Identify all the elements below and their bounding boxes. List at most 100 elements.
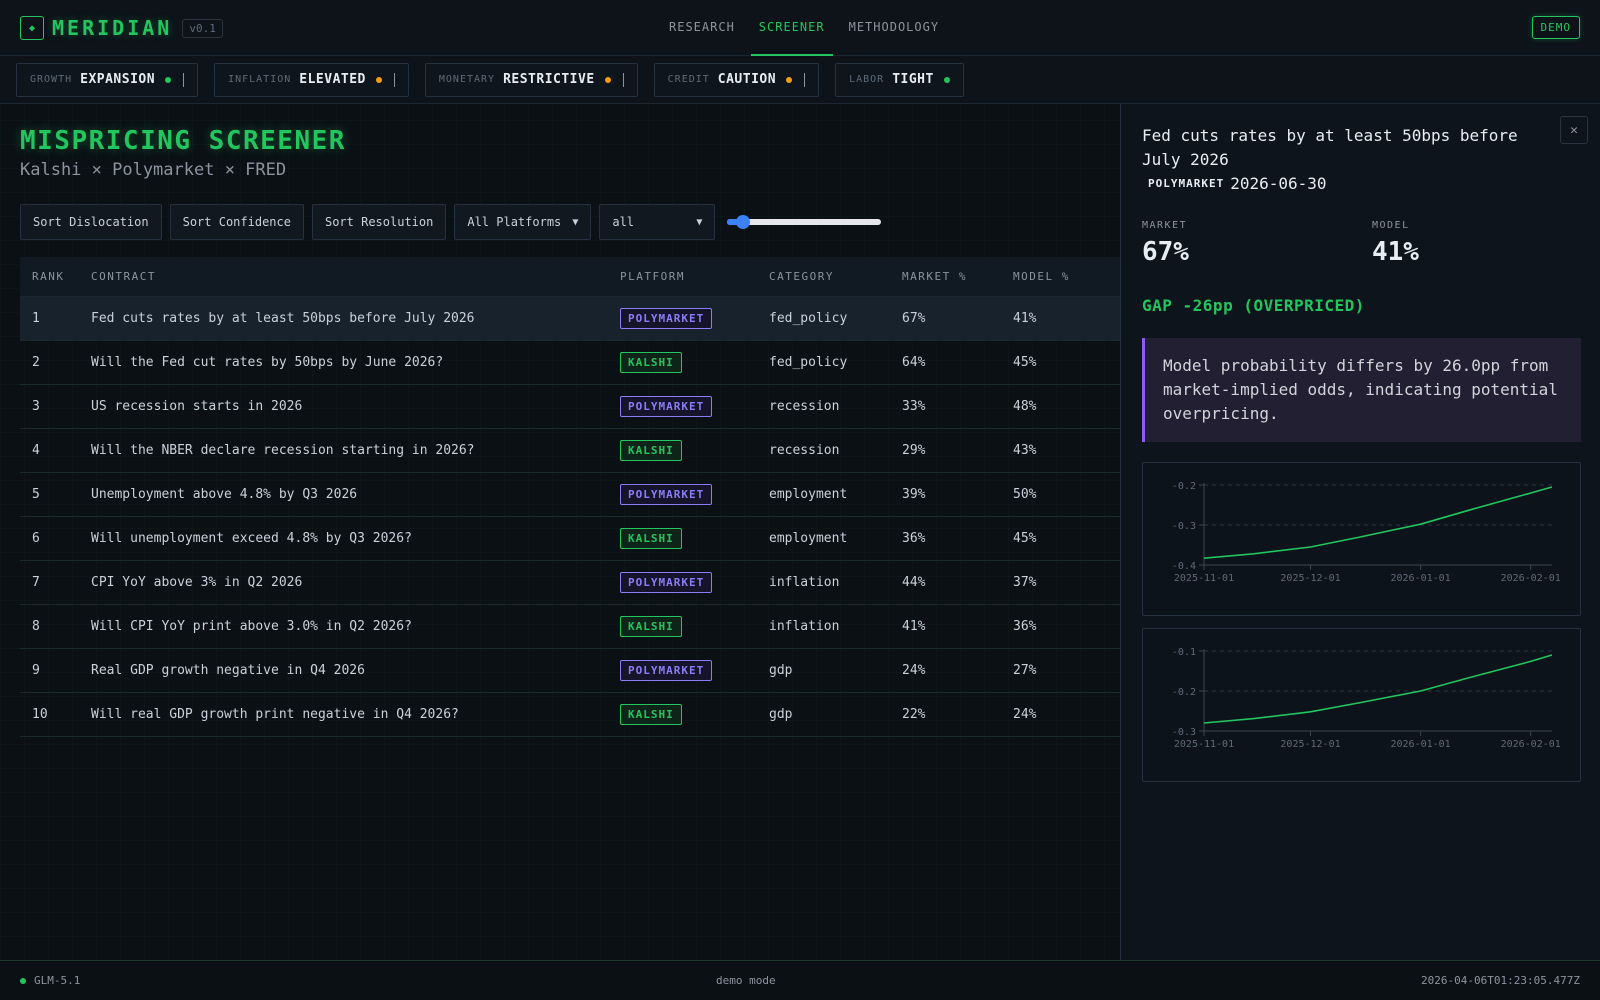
market-label: MARKET bbox=[1142, 220, 1188, 231]
regime-status-dot bbox=[165, 76, 172, 83]
platform-cell: POLYMARKET bbox=[620, 308, 769, 329]
column-header-market[interactable]: MARKET % bbox=[902, 270, 967, 283]
table-row[interactable]: 6 Will unemployment exceed 4.8% by Q3 202… bbox=[20, 517, 1120, 561]
contract-cell: Real GDP growth negative in Q4 2026 bbox=[91, 663, 365, 678]
regime-key: CREDIT bbox=[667, 74, 710, 85]
detail-platform: POLYMARKET bbox=[1148, 177, 1225, 190]
regime-growth[interactable]: GROWTH EXPANSION bbox=[16, 62, 199, 97]
regime-key: LABOR bbox=[849, 74, 885, 85]
y-tick-label: -0.3 bbox=[1172, 727, 1196, 738]
platform-badge: KALSHI bbox=[620, 704, 682, 725]
status-model: GLM-5.1 bbox=[20, 974, 80, 987]
regime-status-dot bbox=[786, 76, 793, 83]
column-header-contract[interactable]: CONTRACT bbox=[91, 270, 156, 283]
model-cell: 43% bbox=[1013, 443, 1037, 458]
tab-methodology[interactable]: METHODOLOGY bbox=[848, 20, 940, 34]
regime-status-dot bbox=[604, 76, 611, 83]
controls: Sort Dislocation Sort Confidence Sort Re… bbox=[20, 204, 882, 240]
x-tick-label: 2025-11-01 bbox=[1174, 573, 1234, 584]
column-header-model[interactable]: MODEL % bbox=[1013, 270, 1070, 283]
x-tick-label: 2026-01-01 bbox=[1391, 739, 1451, 750]
table-row[interactable]: 2 Will the Fed cut rates by 50bps by June… bbox=[20, 341, 1120, 385]
market-cell: 64% bbox=[902, 355, 926, 370]
contract-cell: Will the Fed cut rates by 50bps by June … bbox=[91, 355, 444, 370]
regime-credit[interactable]: CREDIT CAUTION bbox=[653, 62, 820, 97]
regime-key: GROWTH bbox=[30, 74, 73, 85]
category-cell: employment bbox=[769, 531, 848, 546]
platform-badge: POLYMARKET bbox=[620, 484, 713, 505]
close-icon[interactable]: ✕ bbox=[1560, 116, 1588, 144]
model-label: MODEL bbox=[1372, 220, 1410, 231]
column-header-rank[interactable]: RANK bbox=[32, 270, 65, 283]
slider-thumb[interactable] bbox=[735, 215, 750, 229]
regime-inflation[interactable]: INFLATION ELEVATED bbox=[214, 62, 409, 97]
rank-cell: 10 bbox=[32, 707, 48, 722]
contract-cell: CPI YoY above 3% in Q2 2026 bbox=[91, 575, 303, 590]
brand[interactable]: ◆ MERIDIAN v0.1 bbox=[20, 16, 223, 40]
table-row[interactable]: 1 Fed cuts rates by at least 50bps before… bbox=[20, 297, 1120, 341]
regime-key: MONETARY bbox=[438, 74, 496, 85]
market-value: 67% bbox=[1142, 237, 1189, 267]
regime-key: INFLATION bbox=[228, 74, 292, 85]
table-row[interactable]: 10 Will real GDP growth print negative in… bbox=[20, 693, 1120, 737]
series-line bbox=[1203, 654, 1553, 724]
column-header-platform[interactable]: PLATFORM bbox=[620, 270, 685, 283]
demo-badge[interactable]: DEMO bbox=[1531, 16, 1580, 39]
tab-research[interactable]: RESEARCH bbox=[669, 20, 735, 34]
x-tick-label: 2026-02-01 bbox=[1501, 739, 1561, 750]
y-tick-label: -0.2 bbox=[1172, 687, 1196, 698]
model-name: GLM-5.1 bbox=[34, 974, 81, 987]
regime-value: CAUTION bbox=[717, 72, 777, 87]
sort-confidence-button[interactable]: Sort Confidence bbox=[169, 204, 304, 240]
y-tick-label: -0.3 bbox=[1172, 521, 1196, 532]
rank-cell: 9 bbox=[32, 663, 40, 678]
detail-panel: ✕ Fed cuts rates by at least 50bps befor… bbox=[1120, 104, 1600, 960]
category-cell: fed_policy bbox=[769, 355, 848, 370]
model-cell: 45% bbox=[1013, 531, 1037, 546]
regime-divider bbox=[393, 72, 395, 87]
market-stat: MARKET 67% bbox=[1142, 220, 1189, 267]
screener-table: RANK CONTRACT PLATFORM CATEGORY MARKET %… bbox=[20, 257, 1120, 737]
category-select[interactable]: all ▼ bbox=[599, 204, 716, 240]
column-header-category[interactable]: CATEGORY bbox=[769, 270, 834, 283]
contract-cell: Will the NBER declare recession starting… bbox=[91, 443, 475, 458]
regime-value: EXPANSION bbox=[80, 72, 156, 87]
gap-readout: GAP -26pp (OVERPRICED) bbox=[1142, 296, 1365, 315]
table-row[interactable]: 8 Will CPI YoY print above 3.0% in Q2 202… bbox=[20, 605, 1120, 649]
regime-labor[interactable]: LABOR TIGHT bbox=[835, 62, 964, 97]
table-row[interactable]: 5 Unemployment above 4.8% by Q3 2026 POLYM… bbox=[20, 473, 1120, 517]
platform-cell: KALSHI bbox=[620, 528, 769, 549]
sort-resolution-button[interactable]: Sort Resolution bbox=[311, 204, 447, 240]
table-row[interactable]: 9 Real GDP growth negative in Q4 2026 POLY… bbox=[20, 649, 1120, 693]
regime-monetary[interactable]: MONETARY RESTRICTIVE bbox=[424, 62, 638, 97]
tab-screener[interactable]: SCREENER bbox=[750, 0, 833, 56]
market-cell: 44% bbox=[902, 575, 926, 590]
table-row[interactable]: 3 US recession starts in 2026 POLYMARKET re… bbox=[20, 385, 1120, 429]
platform-select[interactable]: All Platforms ▼ bbox=[454, 204, 592, 240]
sort-dislocation-button[interactable]: Sort Dislocation bbox=[20, 204, 162, 240]
model-cell: 27% bbox=[1013, 663, 1037, 678]
regime-value: RESTRICTIVE bbox=[503, 72, 595, 87]
x-tick-label: 2026-01-01 bbox=[1391, 573, 1451, 584]
nav-tabs: RESEARCH SCREENER METHODOLOGY bbox=[661, 0, 955, 56]
table-row[interactable]: 7 CPI YoY above 3% in Q2 2026 POLYMARKET in… bbox=[20, 561, 1120, 605]
platform-badge: KALSHI bbox=[620, 440, 682, 461]
page-title: MISPRICING SCREENER bbox=[20, 126, 346, 156]
regime-status-dot bbox=[943, 76, 950, 83]
chevron-down-icon: ▼ bbox=[572, 216, 579, 228]
platform-cell: POLYMARKET bbox=[620, 660, 769, 681]
rank-cell: 7 bbox=[32, 575, 40, 590]
platform-badge: POLYMARKET bbox=[620, 396, 713, 417]
contract-cell: Will real GDP growth print negative in Q… bbox=[91, 707, 459, 722]
model-cell: 41% bbox=[1013, 311, 1037, 326]
model-cell: 50% bbox=[1013, 487, 1037, 502]
model-cell: 48% bbox=[1013, 399, 1037, 414]
explanation-callout: Model probability differs by 26.0pp from… bbox=[1142, 338, 1581, 442]
page-subtitle: Kalshi × Polymarket × FRED bbox=[20, 160, 287, 180]
threshold-slider[interactable] bbox=[727, 215, 882, 229]
slider-fill bbox=[727, 219, 743, 225]
table-row[interactable]: 4 Will the NBER declare recession startin… bbox=[20, 429, 1120, 473]
category-cell: recession bbox=[769, 399, 840, 414]
version-badge: v0.1 bbox=[182, 18, 223, 38]
